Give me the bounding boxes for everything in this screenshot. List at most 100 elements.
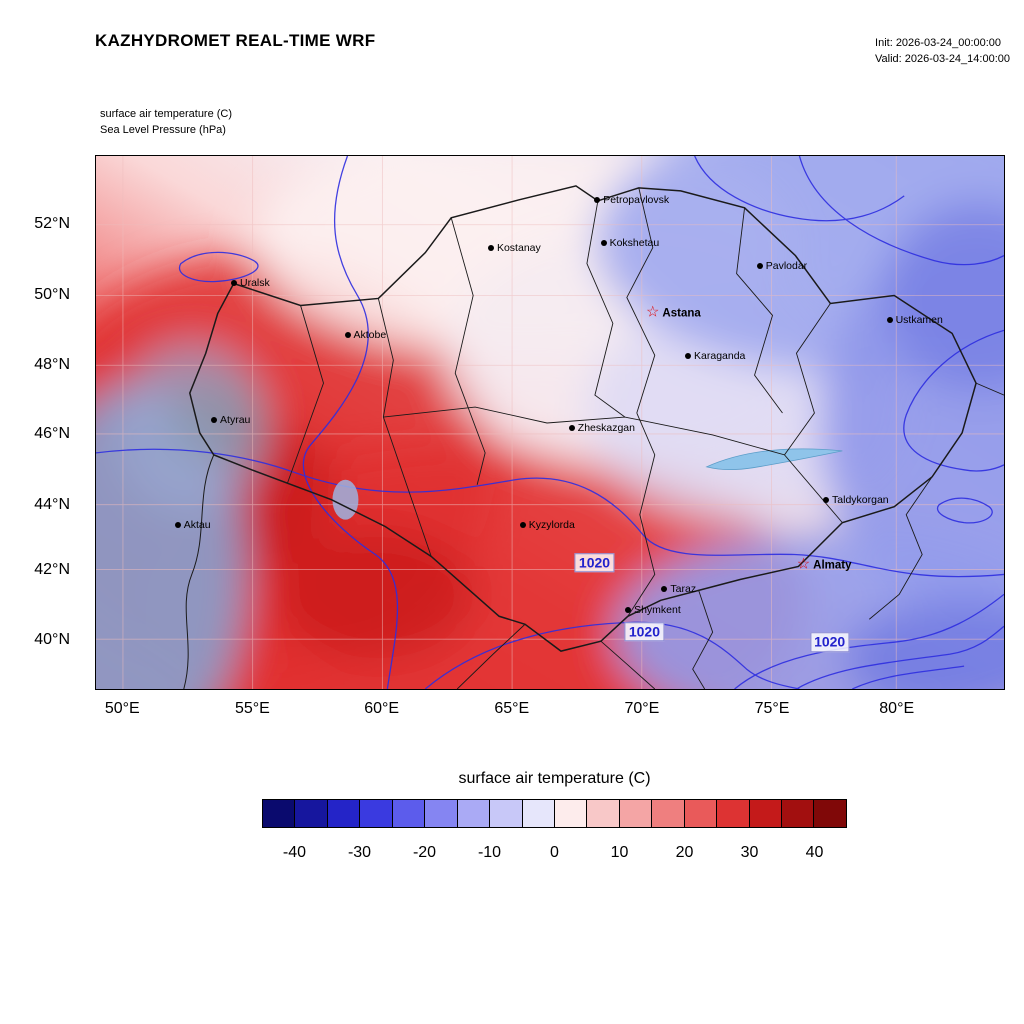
latitude-axis: 52°N 50°N 48°N 46°N 44°N 42°N 40°N	[0, 155, 90, 690]
city-marker-aktobe: Aktobe	[344, 329, 387, 342]
lat-tick-label: 48°N	[34, 356, 70, 374]
colorbar-segment	[294, 800, 327, 827]
lat-tick-label: 50°N	[34, 286, 70, 304]
city-marker-ustkamen: Ustkamen	[886, 314, 943, 327]
colorbar-segment	[781, 800, 814, 827]
dot-icon	[600, 240, 607, 247]
colorbar-segment	[748, 800, 781, 827]
city-marker-kokshetau: Kokshetau	[600, 237, 660, 250]
colorbar-title: surface air temperature (C)	[458, 770, 651, 787]
colorbar-segment	[521, 800, 554, 827]
city-label: Petropavlovsk	[603, 193, 670, 206]
colorbar-tick-label: -20	[412, 844, 437, 861]
city-marker-pavlodar: Pavlodar	[756, 259, 808, 272]
dot-icon	[823, 496, 830, 503]
colorbar-segment	[618, 800, 652, 827]
city-marker-atyrau: Atyrau	[211, 414, 250, 426]
city-marker-taraz: Taraz	[661, 583, 696, 595]
city-label: Kokshetau	[609, 237, 660, 250]
city-label: Uralsk	[240, 277, 270, 290]
city-marker-shymkent: Shymkent	[625, 604, 681, 616]
colorbar-segment	[489, 800, 522, 827]
lon-tick-label: 60°E	[364, 700, 400, 717]
colorbar-segment	[813, 800, 846, 827]
lat-tick-label: 42°N	[34, 561, 70, 579]
dot-icon	[594, 196, 601, 203]
lon-tick-label: 75°E	[754, 700, 790, 717]
dot-icon	[519, 521, 526, 528]
dot-icon	[211, 416, 218, 423]
city-marker-taldykorgan: Taldykorgan	[823, 494, 889, 506]
city-marker-karaganda: Karaganda	[685, 350, 745, 362]
colorbar-segment	[456, 800, 490, 827]
city-marker-almaty: ☆ Almaty	[796, 555, 852, 573]
lat-tick-label: 52°N	[34, 215, 70, 232]
city-marker-astana: ☆ Astana	[645, 303, 701, 321]
city-label: Atyrau	[220, 413, 251, 426]
city-label: Kostanay	[496, 241, 541, 254]
colorbar-tick-label: -30	[347, 844, 372, 861]
colorbar-segment	[651, 800, 684, 827]
longitude-axis: 50°E 55°E 60°E 65°E 70°E 75°E 80°E	[95, 700, 1005, 726]
valid-time: Valid: 2026-03-24_14:00:00	[875, 52, 1010, 65]
colorbar-tick-label: -40	[282, 844, 307, 861]
dot-icon	[568, 424, 575, 431]
colorbar-segment	[326, 800, 360, 827]
dot-icon	[661, 586, 668, 593]
city-label: Astana	[662, 307, 701, 320]
dot-icon	[685, 353, 692, 360]
city-label: Almaty	[813, 559, 852, 572]
graticule	[96, 156, 1004, 689]
lon-tick-label: 70°E	[624, 700, 660, 717]
colorbar-tick-label: -10	[477, 844, 502, 861]
plot-title: KAZHYDROMET REAL-TIME WRF	[95, 31, 376, 50]
star-icon: ☆	[796, 555, 811, 573]
star-icon: ☆	[645, 303, 660, 321]
colorbar-segment	[586, 800, 619, 827]
dot-icon	[886, 317, 893, 324]
dot-icon	[174, 521, 181, 528]
dot-icon	[231, 280, 238, 287]
lon-tick-label: 50°E	[104, 700, 140, 717]
lat-tick-label: 46°N	[34, 424, 70, 442]
lake-balkhash	[705, 448, 843, 470]
colorbar-tick-label: 0	[550, 844, 559, 861]
colorbar-tick-label: 10	[610, 844, 629, 861]
city-label: Aktau	[183, 518, 211, 531]
colorbar-segment	[391, 800, 425, 827]
field-label-pressure: Sea Level Pressure (hPa)	[100, 123, 226, 136]
colorbar-tick-label: 40	[805, 844, 824, 861]
pressure-contour-label: 1020	[624, 622, 664, 642]
colorbar-segment	[553, 800, 587, 827]
colorbar-segment	[263, 800, 295, 827]
caspian-coastline	[183, 454, 215, 689]
colorbar-tick-label: 20	[675, 844, 694, 861]
lon-tick-label: 65°E	[494, 700, 530, 717]
colorbar-segment	[683, 800, 717, 827]
city-marker-kostanay: Kostanay	[487, 241, 541, 254]
colorbar-segment	[359, 800, 392, 827]
city-marker-uralsk: Uralsk	[231, 277, 270, 289]
city-label: Aktobe	[353, 329, 387, 342]
dot-icon	[487, 244, 494, 251]
pressure-contour-label: 1020	[810, 632, 850, 652]
city-label: Zheskazgan	[577, 421, 635, 434]
city-marker-zheskazgan: Zheskazgan	[568, 421, 635, 434]
field-labels: surface air temperature (C) Sea Level Pr…	[100, 107, 232, 139]
lat-tick-label: 44°N	[34, 495, 70, 513]
lon-tick-label: 80°E	[879, 700, 915, 717]
city-marker-petropavlovsk: Petropavlovsk	[594, 194, 669, 206]
city-marker-aktau: Aktau	[174, 518, 211, 531]
lon-tick-label: 55°E	[234, 700, 270, 717]
kazakhstan-border	[189, 185, 977, 652]
city-label: Taldykorgan	[832, 493, 889, 506]
pressure-contour-label: 1020	[574, 552, 615, 573]
map-annotations: Petropavlovsk Kostanay Kokshetau Pavlodar Ur…	[96, 156, 1004, 689]
field-label-temperature: surface air temperature (C)	[100, 108, 233, 120]
city-label: Kyzylorda	[528, 518, 575, 531]
dot-icon	[344, 332, 351, 339]
city-label: Pavlodar	[765, 259, 808, 272]
city-label: Ustkamen	[895, 314, 943, 327]
colorbar-segment	[424, 800, 457, 827]
